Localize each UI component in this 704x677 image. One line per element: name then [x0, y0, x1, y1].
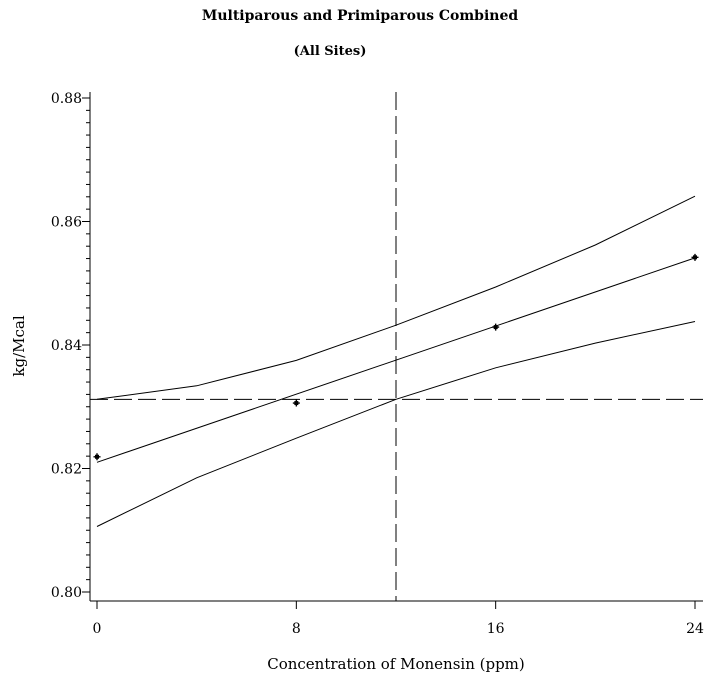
x-tick-label: 0	[93, 621, 102, 637]
x-tick-label: 24	[686, 621, 704, 637]
x-tick-label: 16	[487, 621, 505, 637]
y-tick-label: 0.80	[51, 585, 82, 601]
series-group	[93, 195, 699, 527]
y-axis-label: kg/Mcal	[10, 315, 28, 376]
x-axis-label: Concentration of Monensin (ppm)	[267, 655, 525, 673]
observed-point	[693, 255, 697, 260]
chart-subtitle: (All Sites)	[294, 44, 367, 59]
y-tick-label: 0.86	[51, 215, 82, 231]
upper-line	[96, 195, 696, 400]
lower-line	[96, 321, 696, 527]
y-tick-label: 0.88	[51, 91, 82, 107]
y-tick-label: 0.82	[51, 462, 82, 478]
y-tick-label: 0.84	[51, 338, 82, 354]
chart-title: Multiparous and Primiparous Combined	[202, 8, 519, 24]
reference-lines-group	[90, 92, 703, 601]
observed-point	[493, 325, 498, 330]
x-tick-label: 8	[292, 621, 301, 637]
fit-line	[96, 257, 696, 463]
axes-group: 0.80 0.82 0.84 0.86 0.88 0 8 16 24	[51, 91, 704, 637]
observed-point	[95, 454, 99, 459]
observed-point	[294, 401, 299, 406]
